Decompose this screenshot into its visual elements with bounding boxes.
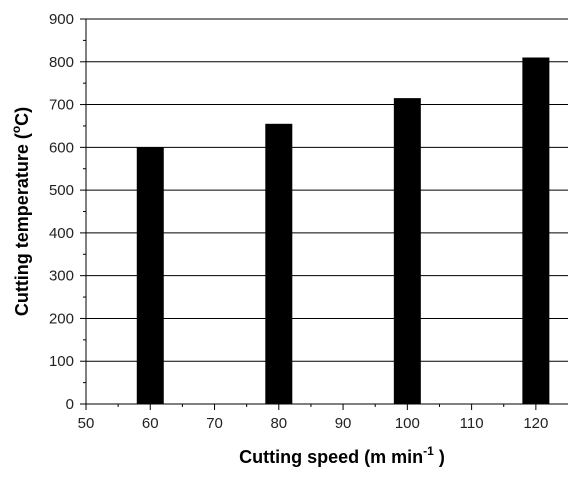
y-tick-label: 400 — [49, 225, 74, 242]
tick-labels: 0 100 200 300 400 500 600 700 800 900 50 60 70 80 90 10… — [49, 11, 548, 432]
x-tick-label: 50 — [78, 415, 95, 432]
x-tick-label: 60 — [142, 415, 159, 432]
bar — [522, 57, 550, 404]
y-tick-label: 500 — [49, 182, 74, 199]
y-tick-label: 100 — [49, 353, 74, 370]
x-axis-title: Cutting speed (m min-1 ) — [239, 444, 445, 467]
y-axis-title: Cutting temperature (oC) — [9, 107, 32, 316]
x-tick-label: 90 — [335, 415, 352, 432]
grid-lines — [86, 18, 568, 362]
bar — [393, 98, 421, 404]
y-tick-label: 200 — [49, 310, 74, 327]
ticks — [80, 18, 537, 410]
y-tick-label: 800 — [49, 54, 74, 71]
x-tick-label: 70 — [206, 415, 223, 432]
bar — [265, 123, 293, 405]
bars — [136, 57, 550, 405]
x-tick-label: 120 — [523, 415, 548, 432]
y-tick-label: 600 — [49, 139, 74, 156]
y-tick-label: 300 — [49, 268, 74, 285]
y-tick-label: 700 — [49, 97, 74, 114]
x-tick-label: 80 — [270, 415, 287, 432]
x-tick-label: 100 — [395, 415, 420, 432]
bar — [136, 147, 164, 405]
y-tick-label: 0 — [66, 396, 74, 413]
y-tick-label: 900 — [49, 11, 74, 28]
x-tick-label: 110 — [460, 415, 484, 432]
